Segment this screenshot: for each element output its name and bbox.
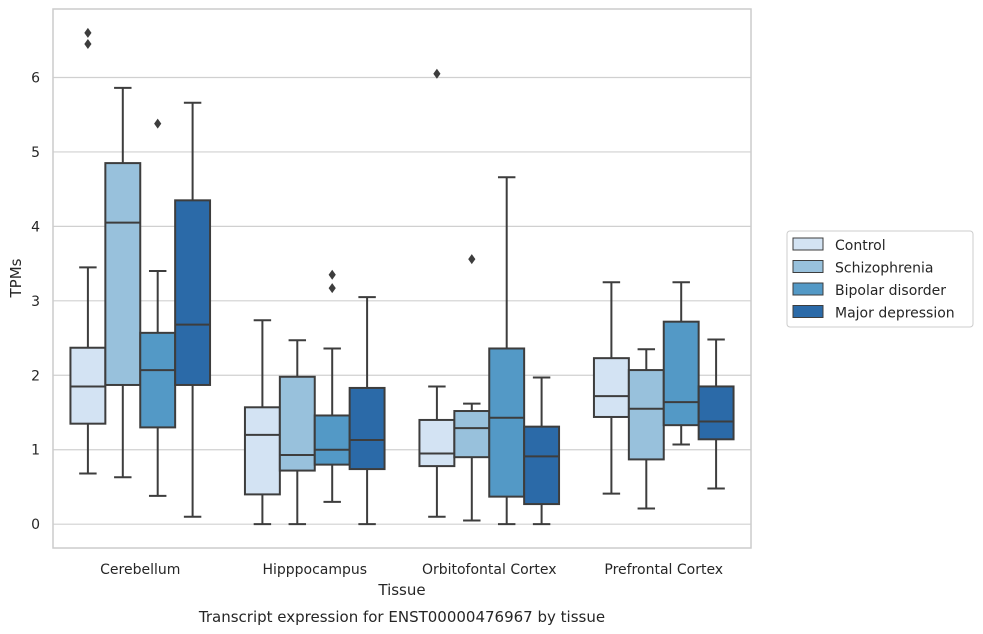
box-0-1 [104,86,142,479]
box-iqr [662,320,700,427]
box-iqr [104,162,142,386]
y-tick-label: 3 [31,294,40,310]
legend-label: Major depression [835,306,955,322]
box-iqr [174,199,212,386]
box-iqr [418,418,456,468]
box-0-2 [139,118,177,497]
box-iqr [348,386,386,471]
x-tick-label: Orbitofontal Cortex [422,562,557,578]
box-1-0 [243,319,281,526]
box-iqr [488,347,526,498]
plot-frame [52,8,752,549]
legend-label: Schizophrenia [835,261,933,277]
y-tick-label: 2 [31,368,40,384]
outlier-point [468,254,476,265]
outlier-point [84,27,92,38]
box-0-0 [69,27,107,475]
y-tick-label: 0 [31,517,40,533]
legend-swatch [792,282,824,296]
x-axis-title: Tissue [377,581,425,599]
box-iqr [313,414,351,466]
box-0-3 [174,101,212,518]
box-iqr [278,375,316,472]
box-1-1 [278,339,316,526]
y-tick-labels: 0 1 2 3 4 5 6 [31,70,40,533]
x-tick-labels: Cerebellum Hipppocampus Orbitofontal Corte… [100,562,723,578]
box-iqr [453,410,491,459]
legend-swatch [792,237,824,251]
box-3-3 [697,338,735,490]
y-axis-title: TPMs [7,258,25,298]
box-iqr [627,369,665,461]
y-tick-label: 5 [31,145,40,161]
box-2-3 [523,376,561,526]
legend-label: Control [835,238,886,254]
legend-frame [786,230,974,328]
box-iqr [523,425,561,506]
box-2-2 [488,176,526,526]
boxes [69,27,735,526]
box-2-1 [453,254,491,522]
box-2-0 [418,68,456,518]
legend-swatch [792,260,824,273]
outlier-point [328,283,336,294]
box-iqr [139,331,177,429]
legend-swatch [792,305,824,318]
y-tick-label: 6 [31,70,40,86]
box-1-2 [313,269,351,503]
box-3-1 [627,348,665,510]
y-tick-label: 4 [31,219,40,235]
box-3-2 [662,281,700,446]
y-tick-label: 1 [31,443,40,459]
x-tick-label: Prefrontal Cortex [604,562,723,578]
outlier-point [433,68,441,79]
outlier-point [84,38,92,49]
outlier-point [328,269,336,280]
box-3-0 [592,281,630,495]
chart-caption: Transcript expression for ENST0000047696… [198,608,605,626]
x-tick-label: Hipppocampus [262,562,367,578]
box-iqr [592,357,630,418]
x-tick-label: Cerebellum [100,562,180,578]
legend: Control Schizophrenia Bipolar disorder Majo… [786,230,974,328]
box-1-3 [348,296,386,526]
box-iqr [243,406,281,496]
box-iqr [697,385,735,441]
outlier-point [154,118,162,129]
legend-label: Bipolar disorder [835,283,946,299]
